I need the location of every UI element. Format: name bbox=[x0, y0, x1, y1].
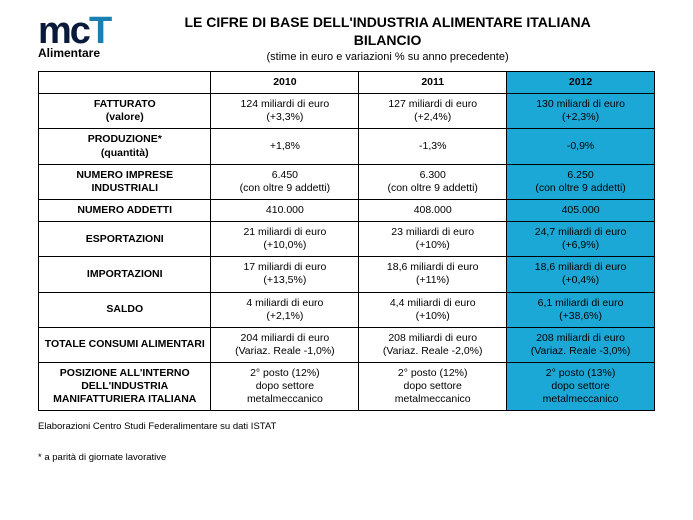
row-cell: 2° posto (12%)dopo settoremetalmeccanico bbox=[359, 363, 507, 411]
row-cell: 127 miliardi di euro(+2,4%) bbox=[359, 94, 507, 129]
row-cell: 24,7 miliardi di euro(+6,9%) bbox=[507, 222, 655, 257]
table-row: TOTALE CONSUMI ALIMENTARI204 miliardi di… bbox=[39, 327, 655, 362]
footnote-asterisk: * a parità di giornate lavorative bbox=[38, 450, 655, 465]
row-label: NUMERO ADDETTI bbox=[39, 199, 211, 221]
row-cell: 6,1 miliardi di euro(+38,6%) bbox=[507, 292, 655, 327]
row-cell: 204 miliardi di euro(Variaz. Reale -1,0%… bbox=[211, 327, 359, 362]
header-2012: 2012 bbox=[507, 72, 655, 94]
row-cell: 4,4 miliardi di euro(+10%) bbox=[359, 292, 507, 327]
subtitle: (stime in euro e variazioni % su anno pr… bbox=[120, 51, 655, 63]
table-row: IMPORTAZIONI17 miliardi di euro(+13,5%)1… bbox=[39, 257, 655, 292]
row-label: ESPORTAZIONI bbox=[39, 222, 211, 257]
table-row: SALDO4 miliardi di euro(+2,1%)4,4 miliar… bbox=[39, 292, 655, 327]
title-line2: BILANCIO bbox=[120, 32, 655, 50]
header: mcT Alimentare LE CIFRE DI BASE DELL'IND… bbox=[38, 14, 655, 63]
footnotes: Elaborazioni Centro Studi Federalimentar… bbox=[38, 419, 655, 465]
table-header-row: 2010 2011 2012 bbox=[39, 72, 655, 94]
row-cell: 18,6 miliardi di euro(+11%) bbox=[359, 257, 507, 292]
table-row: NUMERO IMPRESE INDUSTRIALI6.450(con oltr… bbox=[39, 164, 655, 199]
logo: mcT Alimentare bbox=[38, 14, 110, 60]
footnote-source: Elaborazioni Centro Studi Federalimentar… bbox=[38, 419, 655, 434]
row-cell: 6.300(con oltre 9 addetti) bbox=[359, 164, 507, 199]
row-label: FATTURATO(valore) bbox=[39, 94, 211, 129]
header-2011: 2011 bbox=[359, 72, 507, 94]
table-row: FATTURATO(valore)124 miliardi di euro(+3… bbox=[39, 94, 655, 129]
row-label: SALDO bbox=[39, 292, 211, 327]
row-label: NUMERO IMPRESE INDUSTRIALI bbox=[39, 164, 211, 199]
header-empty bbox=[39, 72, 211, 94]
row-label: POSIZIONE ALL'INTERNODELL'INDUSTRIAMANIF… bbox=[39, 363, 211, 411]
table-row: POSIZIONE ALL'INTERNODELL'INDUSTRIAMANIF… bbox=[39, 363, 655, 411]
row-label: TOTALE CONSUMI ALIMENTARI bbox=[39, 327, 211, 362]
row-cell: 208 miliardi di euro(Variaz. Reale -3,0%… bbox=[507, 327, 655, 362]
data-table: 2010 2011 2012 FATTURATO(valore)124 mili… bbox=[38, 71, 655, 411]
row-cell: 410.000 bbox=[211, 199, 359, 221]
row-cell: 2° posto (12%)dopo settoremetalmeccanico bbox=[211, 363, 359, 411]
table-row: ESPORTAZIONI21 miliardi di euro(+10,0%)2… bbox=[39, 222, 655, 257]
row-cell: 208 miliardi di euro(Variaz. Reale -2,0%… bbox=[359, 327, 507, 362]
header-2010: 2010 bbox=[211, 72, 359, 94]
row-cell: 405.000 bbox=[507, 199, 655, 221]
row-cell: 2° posto (13%)dopo settoremetalmeccanico bbox=[507, 363, 655, 411]
row-cell: -1,3% bbox=[359, 129, 507, 164]
row-cell: 6.250(con oltre 9 addetti) bbox=[507, 164, 655, 199]
table-row: NUMERO ADDETTI410.000408.000405.000 bbox=[39, 199, 655, 221]
row-cell: 6.450(con oltre 9 addetti) bbox=[211, 164, 359, 199]
row-cell: 23 miliardi di euro(+10%) bbox=[359, 222, 507, 257]
row-cell: 130 miliardi di euro(+2,3%) bbox=[507, 94, 655, 129]
row-cell: 17 miliardi di euro(+13,5%) bbox=[211, 257, 359, 292]
row-cell: -0,9% bbox=[507, 129, 655, 164]
title-block: LE CIFRE DI BASE DELL'INDUSTRIA ALIMENTA… bbox=[120, 14, 655, 63]
row-cell: 4 miliardi di euro(+2,1%) bbox=[211, 292, 359, 327]
table-row: PRODUZIONE*(quantità)+1,8%-1,3%-0,9% bbox=[39, 129, 655, 164]
row-cell: 408.000 bbox=[359, 199, 507, 221]
row-label: PRODUZIONE*(quantità) bbox=[39, 129, 211, 164]
row-cell: +1,8% bbox=[211, 129, 359, 164]
row-cell: 18,6 miliardi di euro(+0,4%) bbox=[507, 257, 655, 292]
row-label: IMPORTAZIONI bbox=[39, 257, 211, 292]
title-line1: LE CIFRE DI BASE DELL'INDUSTRIA ALIMENTA… bbox=[120, 14, 655, 32]
logo-subtext: Alimentare bbox=[38, 46, 110, 60]
row-cell: 21 miliardi di euro(+10,0%) bbox=[211, 222, 359, 257]
row-cell: 124 miliardi di euro(+3,3%) bbox=[211, 94, 359, 129]
